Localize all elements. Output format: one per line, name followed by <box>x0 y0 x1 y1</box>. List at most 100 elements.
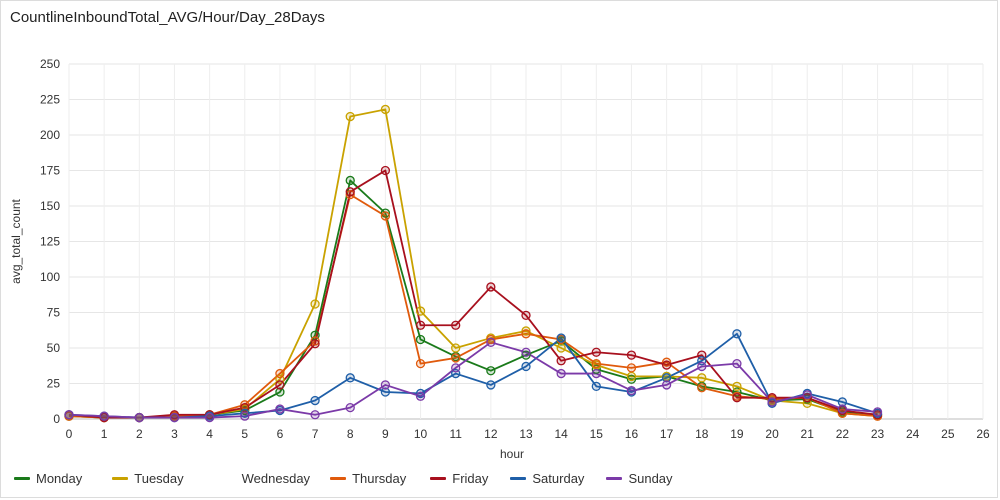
data-point <box>415 306 426 316</box>
legend-label: Sunday <box>628 470 673 486</box>
legend-item[interactable]: Wednesday <box>219 470 311 486</box>
data-point <box>591 347 601 357</box>
data-point <box>521 350 531 360</box>
data-point <box>837 397 848 407</box>
data-point <box>486 282 496 292</box>
y-tick-label: 0 <box>53 412 60 426</box>
data-point <box>380 208 391 218</box>
data-point <box>732 358 742 369</box>
data-point <box>486 337 496 347</box>
y-tick-label: 175 <box>40 164 60 178</box>
data-point <box>451 320 461 330</box>
legend-label: Saturday <box>532 470 585 486</box>
data-point <box>661 360 672 370</box>
legend-item[interactable]: Sunday <box>606 470 673 486</box>
data-point <box>591 358 601 369</box>
data-point <box>345 111 355 122</box>
data-point <box>169 410 180 420</box>
data-point <box>169 412 180 423</box>
y-tick-label: 75 <box>47 306 61 320</box>
data-point <box>697 361 707 372</box>
data-point <box>626 371 637 382</box>
legend-swatch <box>14 476 30 480</box>
x-tick-label: 12 <box>484 427 498 441</box>
data-point <box>767 397 777 407</box>
legend-label: Friday <box>452 470 489 486</box>
chart-legend: Monday Tuesday Wednesday Thursday Friday Satu… <box>14 469 673 487</box>
data-point <box>661 373 672 383</box>
legend-item[interactable]: Saturday <box>510 471 584 486</box>
data-point <box>486 334 496 345</box>
data-point <box>486 380 496 390</box>
data-point <box>310 395 320 406</box>
x-tick-label: 20 <box>765 427 779 441</box>
x-tick-label: 14 <box>554 427 568 441</box>
data-point <box>802 390 812 400</box>
y-tick-label: 150 <box>40 199 60 213</box>
data-point <box>732 329 742 339</box>
data-point <box>872 407 883 417</box>
data-point <box>732 393 742 403</box>
data-point <box>345 373 355 383</box>
data-point <box>521 326 531 336</box>
x-tick-label: 9 <box>382 427 389 441</box>
data-point <box>134 412 144 423</box>
x-tick-label: 10 <box>414 427 428 441</box>
data-point <box>275 404 285 414</box>
data-point <box>275 368 285 379</box>
x-tick-label: 11 <box>449 427 462 441</box>
x-tick-label: 7 <box>312 427 319 441</box>
data-point <box>451 353 461 363</box>
legend-item[interactable]: Thursday <box>330 471 406 486</box>
x-tick-label: 3 <box>171 427 178 441</box>
data-point <box>310 336 320 346</box>
data-point <box>64 410 74 420</box>
x-tick-label: 23 <box>871 427 885 441</box>
legend-swatch <box>510 476 527 480</box>
y-tick-label: 25 <box>47 377 61 391</box>
data-point <box>626 374 637 384</box>
data-point <box>521 347 531 357</box>
data-point <box>626 350 637 360</box>
legend-label: Wednesday <box>241 470 311 486</box>
data-point <box>451 363 461 373</box>
series-line <box>68 332 878 419</box>
y-tick-label: 250 <box>40 57 60 71</box>
data-point <box>380 104 391 115</box>
x-tick-label: 1 <box>101 427 108 441</box>
data-point <box>556 343 566 353</box>
data-point <box>380 211 391 221</box>
data-point <box>415 388 426 399</box>
data-point <box>240 408 250 418</box>
data-point <box>837 404 848 414</box>
data-point <box>310 299 320 309</box>
x-tick-label: 22 <box>836 427 850 441</box>
x-tick-label: 13 <box>519 427 533 441</box>
data-point <box>661 380 672 390</box>
data-point <box>521 361 531 372</box>
data-point <box>310 339 320 349</box>
x-tick-label: 25 <box>941 427 955 441</box>
x-tick-label: 8 <box>347 427 354 441</box>
x-tick-label: 4 <box>206 427 213 441</box>
series-line <box>68 179 878 419</box>
y-axis-label: avg_total_count <box>9 198 23 283</box>
data-point <box>204 412 215 423</box>
legend-item[interactable]: Monday <box>14 471 82 486</box>
legend-swatch <box>112 476 129 480</box>
legend-label: Tuesday <box>134 470 184 486</box>
data-point <box>345 187 355 197</box>
legend-item[interactable]: Tuesday <box>112 470 184 486</box>
data-point <box>556 333 566 343</box>
x-tick-label: 15 <box>590 427 604 441</box>
data-point <box>240 411 250 421</box>
x-tick-label: 19 <box>730 427 744 441</box>
legend-swatch <box>606 476 623 480</box>
data-point <box>521 310 531 320</box>
data-point <box>345 189 355 200</box>
legend-item[interactable]: Friday <box>430 471 488 486</box>
x-tick-label: 18 <box>695 427 709 441</box>
x-tick-label: 24 <box>906 427 920 441</box>
